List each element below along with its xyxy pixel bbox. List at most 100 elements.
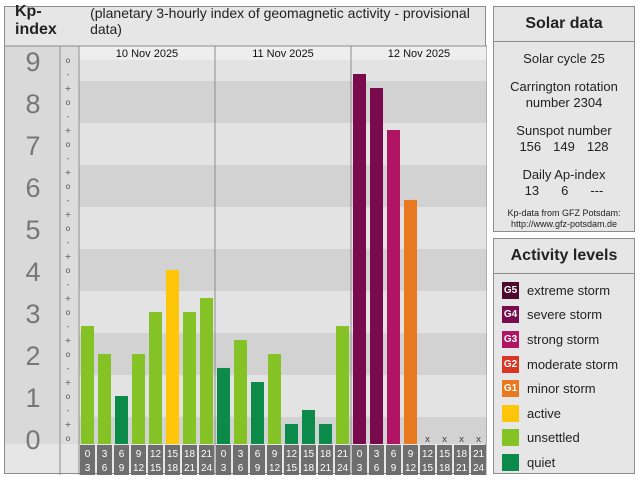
ap-index-values: 13 6 --- [494, 183, 634, 199]
missing-marker: x [459, 435, 465, 445]
interval-cell [114, 445, 129, 475]
interval-cell [403, 445, 418, 475]
minor-tick: + [65, 336, 72, 345]
grid-band [79, 165, 487, 207]
interval-end: 18 [303, 463, 315, 474]
interval-cell [471, 445, 486, 475]
ap-index-label: Daily Ap-index [522, 167, 606, 182]
interval-end: 21 [456, 463, 468, 474]
interval-end: 15 [150, 463, 162, 474]
source-text: Kp-data from GFZ Potsdam: [507, 208, 621, 218]
missing-marker: x [425, 435, 431, 445]
interval-cell [318, 445, 333, 475]
interval-end: 12 [405, 463, 417, 474]
kp-chart: 0123456789+o+o-+o-+o-+o-+o-+o-+o-+o-o-10… [5, 45, 487, 475]
interval-end: 21 [184, 463, 196, 474]
interval-end: 6 [238, 463, 244, 474]
interval-cell [267, 445, 282, 475]
kp-bar [387, 130, 400, 444]
kp-bar [370, 88, 383, 444]
carrington-label: Carrington rotation [510, 79, 618, 94]
minor-tick: o [66, 308, 71, 317]
kp-bar [353, 73, 366, 445]
source-url: http://www.gfz-potsdam.de [510, 219, 618, 229]
solar-data-panel: Solar data Solar cycle 25 Carrington rot… [493, 6, 635, 232]
kp-bar [302, 409, 315, 444]
legend-swatch [502, 453, 519, 471]
interval-start: 18 [456, 449, 468, 460]
legend-item: active [494, 401, 634, 426]
grid-band [79, 207, 487, 249]
interval-end: 6 [374, 463, 380, 474]
chart-subtitle: (planetary 3-hourly index of geomagnetic… [90, 5, 470, 37]
kp-bar [81, 325, 94, 444]
interval-end: 18 [439, 463, 451, 474]
minor-tick: - [67, 154, 70, 163]
legend-item: G2 moderate storm [494, 352, 634, 377]
sunspot-value: 156 [519, 139, 542, 154]
interval-start: 6 [255, 449, 261, 460]
legend-label: extreme storm [527, 282, 611, 298]
minor-tick: o [66, 56, 71, 65]
interval-end: 18 [167, 463, 179, 474]
legend-swatch [502, 404, 519, 422]
interval-end: 12 [133, 463, 145, 474]
y-tick-label: 6 [25, 173, 40, 203]
interval-cell [148, 445, 163, 475]
kp-bar [234, 340, 247, 444]
missing-marker: x [442, 435, 448, 445]
interval-end: 21 [320, 463, 332, 474]
interval-start: 21 [201, 449, 213, 460]
y-tick-label: 2 [25, 341, 40, 371]
grid-band [79, 291, 487, 333]
kp-bar [166, 270, 179, 444]
kp-bar [251, 382, 264, 444]
interval-end: 15 [286, 463, 298, 474]
y-tick-label: 3 [25, 299, 40, 329]
legend-label: active [527, 405, 561, 421]
interval-start: 9 [136, 449, 142, 460]
interval-end: 3 [85, 463, 91, 474]
ap-value: 13 [524, 183, 540, 198]
sunspot-value: 128 [586, 139, 609, 154]
minor-tick: - [67, 406, 70, 415]
legend-label: unsettled [527, 430, 580, 446]
minor-tick: + [65, 420, 72, 429]
minor-tick: o [66, 266, 71, 275]
interval-start: 3 [374, 449, 380, 460]
legend-item: G3 strong storm [494, 327, 634, 352]
minor-tick: o [66, 98, 71, 107]
kp-bar [183, 312, 196, 444]
ap-value: --- [590, 183, 604, 198]
interval-start: 9 [408, 449, 414, 460]
interval-cell [437, 445, 452, 475]
minor-tick: o [66, 182, 71, 191]
minor-tick: + [65, 126, 72, 135]
interval-cell [216, 445, 231, 475]
solar-data-title: Solar data [494, 7, 634, 42]
grid-band [79, 249, 487, 291]
interval-end: 3 [357, 463, 363, 474]
minor-tick: + [65, 210, 72, 219]
legend-label: minor storm [527, 381, 596, 397]
minor-tick-strip [60, 46, 78, 444]
interval-start: 9 [272, 449, 278, 460]
interval-cell [182, 445, 197, 475]
minor-tick: - [67, 196, 70, 205]
legend-item: G4 severe storm [494, 303, 634, 328]
kp-bar [132, 354, 145, 444]
day-header-row [79, 46, 487, 60]
interval-cell [131, 445, 146, 475]
grid-band [79, 375, 487, 417]
interval-cell [97, 445, 112, 475]
kp-bar [285, 424, 298, 444]
interval-cell [420, 445, 435, 475]
y-tick-label: 5 [25, 215, 40, 245]
interval-cell [80, 445, 95, 475]
y-axis-strip [5, 46, 59, 444]
y-tick-label: 7 [25, 131, 40, 161]
y-tick-label: 4 [25, 257, 40, 287]
chart-header: Kp-index (planetary 3-hourly index of ge… [5, 3, 485, 38]
interval-cell [369, 445, 384, 475]
interval-start: 15 [303, 449, 315, 460]
